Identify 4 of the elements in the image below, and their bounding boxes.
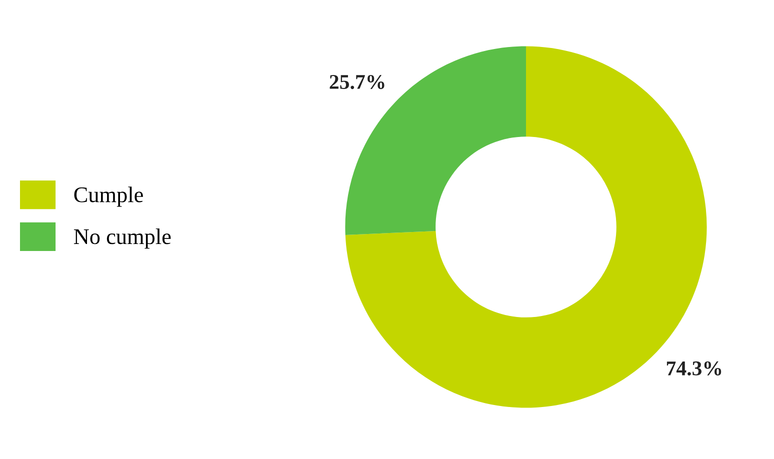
legend-label: Cumple xyxy=(74,186,143,207)
data-label: 25.7% xyxy=(330,74,384,90)
legend-label: No cumple xyxy=(74,228,171,249)
data-label: 74.3% xyxy=(666,361,722,376)
